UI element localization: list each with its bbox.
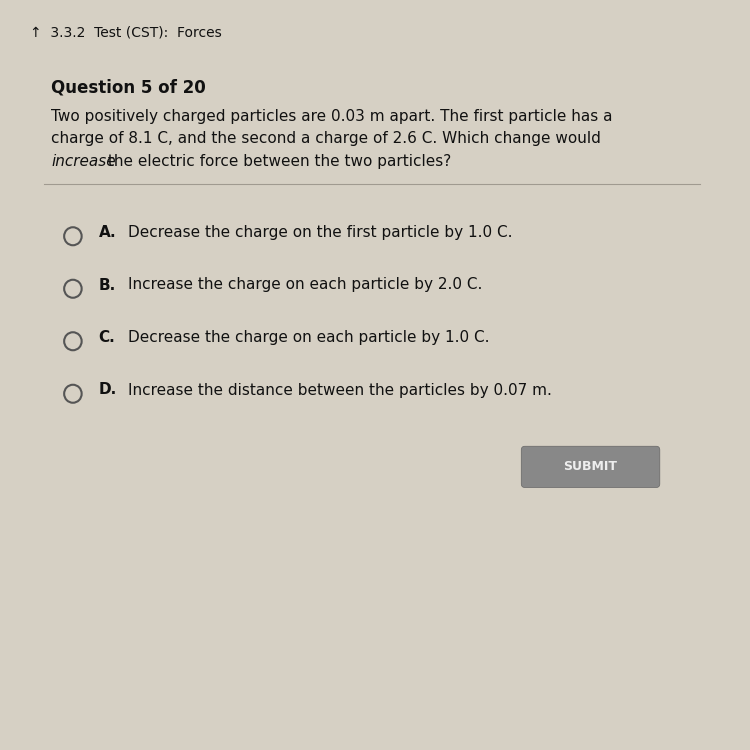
Text: the electric force between the two particles?: the electric force between the two parti… (103, 154, 451, 169)
Text: Decrease the charge on each particle by 1.0 C.: Decrease the charge on each particle by … (128, 330, 489, 345)
FancyBboxPatch shape (521, 446, 660, 488)
Text: Increase the charge on each particle by 2.0 C.: Increase the charge on each particle by … (128, 278, 482, 292)
Text: ↑  3.3.2  Test (CST):  Forces: ↑ 3.3.2 Test (CST): Forces (30, 26, 222, 40)
Text: SUBMIT: SUBMIT (563, 460, 617, 473)
Text: Two positively charged particles are 0.03 m apart. The first particle has a: Two positively charged particles are 0.0… (51, 109, 613, 124)
Text: B.: B. (98, 278, 116, 292)
Text: A.: A. (98, 225, 116, 240)
Text: D.: D. (98, 382, 117, 398)
Text: C.: C. (98, 330, 116, 345)
Text: Increase the distance between the particles by 0.07 m.: Increase the distance between the partic… (128, 382, 551, 398)
Text: charge of 8.1 C, and the second a charge of 2.6 C. Which change would: charge of 8.1 C, and the second a charge… (51, 131, 601, 146)
Text: Decrease the charge on the first particle by 1.0 C.: Decrease the charge on the first particl… (128, 225, 512, 240)
Text: increase: increase (51, 154, 116, 169)
Text: Question 5 of 20: Question 5 of 20 (51, 79, 206, 97)
